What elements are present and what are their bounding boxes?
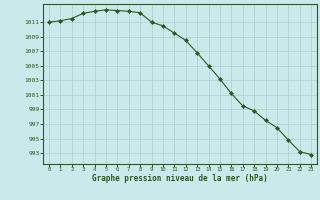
X-axis label: Graphe pression niveau de la mer (hPa): Graphe pression niveau de la mer (hPa) bbox=[92, 174, 268, 183]
